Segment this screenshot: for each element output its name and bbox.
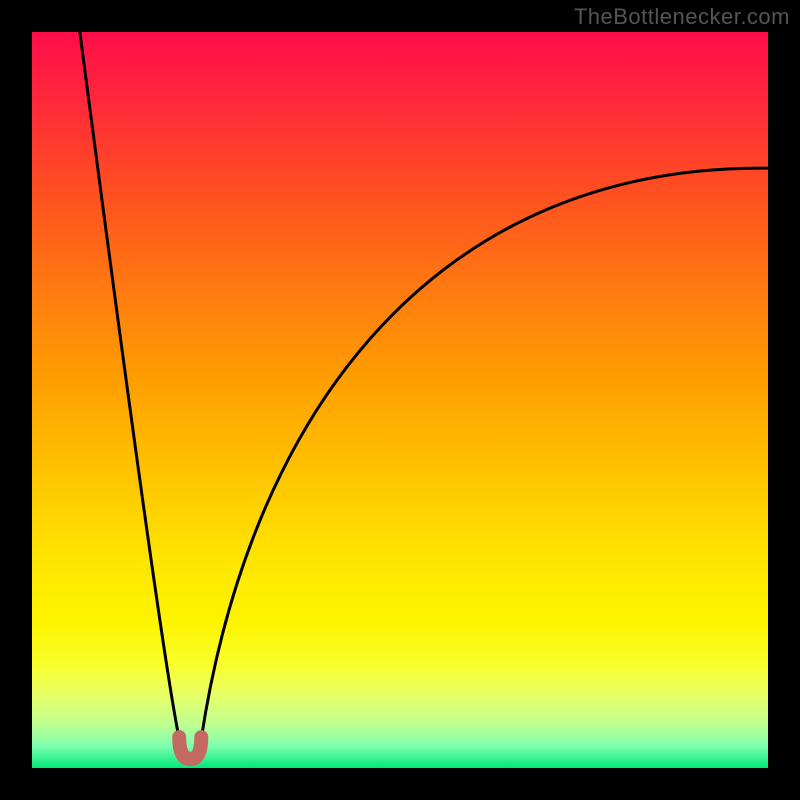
bottleneck-chart: [0, 0, 800, 800]
watermark-text: TheBottlenecker.com: [574, 4, 790, 30]
chart-stage: TheBottlenecker.com: [0, 0, 800, 800]
plot-background: [32, 32, 768, 768]
